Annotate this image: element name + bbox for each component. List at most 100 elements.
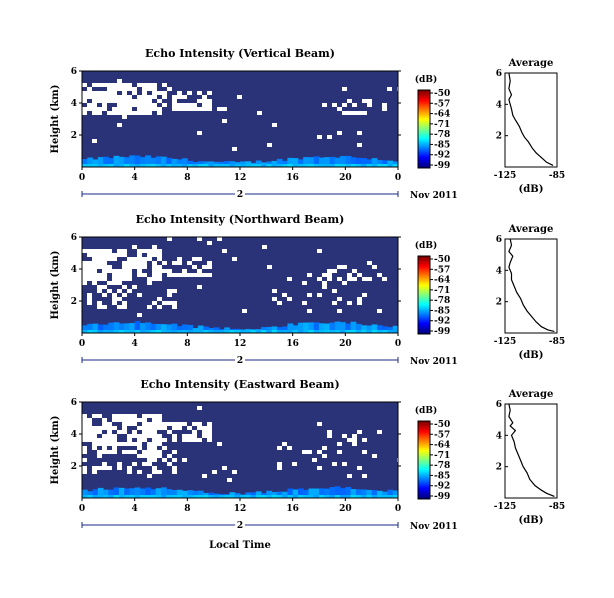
echo-band-cell	[297, 330, 304, 333]
missing-data-cell	[387, 87, 392, 91]
missing-data-cell	[127, 434, 132, 438]
missing-data-cell	[172, 422, 177, 426]
colorbar-segment	[418, 293, 430, 296]
missing-data-cell	[302, 301, 307, 305]
colorbar-segment	[418, 424, 430, 428]
colorbar-segment	[418, 269, 430, 273]
missing-data-cell	[112, 438, 117, 442]
echo-band-cell	[166, 495, 173, 498]
echo-band-cell	[166, 164, 173, 167]
profile-y-tick-label: 4	[496, 431, 502, 441]
missing-data-cell	[82, 95, 87, 99]
missing-data-cell	[152, 249, 157, 253]
echo-band-cell	[308, 322, 315, 331]
echo-band-cell	[297, 159, 304, 165]
echo-band-cell	[203, 495, 209, 498]
colorbar-segment	[418, 105, 430, 109]
echo-band-cell	[340, 156, 346, 165]
x-tick-label: 12	[234, 339, 247, 349]
missing-data-cell	[87, 273, 92, 277]
heatmap-background	[82, 237, 398, 333]
echo-band-cell	[292, 330, 299, 333]
echo-band-cell	[82, 164, 88, 167]
missing-data-cell	[187, 438, 192, 442]
missing-data-cell	[92, 91, 97, 95]
missing-data-cell	[107, 422, 112, 426]
echo-band-cell	[340, 322, 346, 331]
missing-data-cell	[87, 293, 92, 297]
echo-band-cell	[139, 488, 146, 496]
echo-band-cell	[240, 495, 246, 498]
panel-2: Echo Intensity (Eastward Beam) Height (km…	[50, 378, 565, 532]
echo-band-cell	[282, 491, 288, 496]
missing-data-cell	[177, 261, 182, 265]
echo-band-cell	[197, 490, 204, 496]
missing-data-cell	[117, 281, 122, 285]
echo-band-cell	[124, 157, 130, 165]
echo-band-cell	[355, 157, 362, 165]
missing-data-cell	[192, 103, 197, 107]
colorbar-segment	[418, 257, 430, 261]
missing-data-cell	[102, 446, 107, 450]
missing-data-cell	[197, 422, 202, 426]
missing-data-cell	[107, 111, 112, 115]
echo-band-cell	[276, 158, 283, 165]
echo-band-cell	[129, 488, 136, 496]
missing-data-cell	[107, 265, 112, 269]
missing-data-cell	[92, 434, 97, 438]
x-axis-label: Local Time	[209, 540, 271, 551]
colorbar-segment	[418, 277, 430, 280]
missing-data-cell	[122, 422, 127, 426]
missing-data-cell	[132, 285, 137, 289]
profile-x-label: (dB)	[519, 515, 544, 526]
missing-data-cell	[177, 273, 182, 277]
missing-data-cell	[92, 446, 97, 450]
missing-data-cell	[162, 269, 167, 273]
missing-data-cell	[382, 107, 387, 111]
echo-band-cell	[303, 164, 309, 167]
missing-data-cell	[152, 103, 157, 107]
missing-data-cell	[222, 107, 227, 111]
missing-data-cell	[167, 289, 172, 293]
echo-band-cell	[134, 487, 141, 496]
missing-data-cell	[102, 305, 107, 309]
missing-data-cell	[162, 301, 167, 305]
x-tick-label: 0	[395, 339, 401, 349]
colorbar-tick-label: -99	[434, 161, 450, 171]
x-tick-label: 12	[234, 504, 247, 514]
missing-data-cell	[122, 95, 127, 99]
missing-data-cell	[142, 91, 147, 95]
date-axis-date: Nov 2011	[410, 522, 458, 532]
profile-x-tick-label: -85	[549, 171, 565, 181]
x-tick-label: 20	[339, 173, 352, 183]
missing-data-cell	[117, 414, 122, 418]
echo-band-cell	[129, 330, 136, 333]
echo-band-cell	[108, 158, 115, 165]
colorbar-segment	[418, 450, 430, 453]
missing-data-cell	[127, 257, 132, 261]
missing-data-cell	[82, 83, 87, 87]
missing-data-cell	[87, 430, 92, 434]
echo-band-cell	[118, 323, 125, 331]
echo-band-cell	[313, 488, 320, 496]
x-tick-label: 4	[132, 504, 138, 514]
missing-data-cell	[157, 107, 162, 111]
missing-data-cell	[92, 414, 97, 418]
echo-band-cell	[250, 330, 257, 333]
colorbar-segment	[418, 456, 430, 459]
missing-data-cell	[192, 273, 197, 277]
missing-data-cell	[277, 462, 282, 466]
missing-data-cell	[107, 91, 112, 95]
missing-data-cell	[152, 273, 157, 277]
colorbar-segment	[418, 316, 430, 319]
colorbar-segment	[418, 154, 430, 157]
echo-band-cell	[345, 495, 352, 498]
echo-band-cell	[345, 155, 352, 165]
echo-band-cell	[182, 495, 188, 498]
missing-data-cell	[357, 273, 362, 277]
missing-data-cell	[222, 119, 227, 123]
echo-band-cell	[308, 488, 315, 496]
echo-band-cell	[303, 330, 309, 333]
missing-data-cell	[82, 414, 87, 418]
echo-band-cell	[103, 164, 109, 167]
